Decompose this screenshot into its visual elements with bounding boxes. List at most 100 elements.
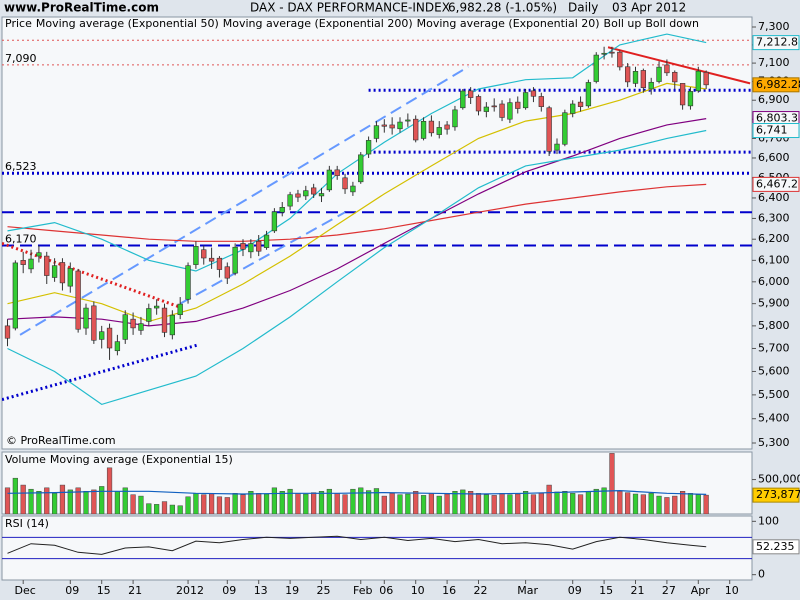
- volume-bar: [436, 495, 442, 514]
- candle-body: [389, 124, 395, 129]
- candle-body: [318, 193, 325, 197]
- x-tick-label: Dec: [15, 584, 36, 597]
- volume-bar: [632, 493, 639, 514]
- y-tick-label: 5,800: [758, 319, 790, 332]
- candle-body: [201, 249, 207, 259]
- volume-bar: [12, 477, 18, 514]
- candle-body: [279, 207, 285, 213]
- x-tick-label: 10: [725, 584, 739, 597]
- y-tick-label: 5,300: [758, 436, 790, 449]
- x-tick-label: 16: [442, 584, 456, 597]
- volume-bar: [664, 497, 670, 514]
- volume-bar: [381, 495, 387, 514]
- volume-bar: [679, 491, 686, 514]
- volume-bar: [99, 486, 105, 514]
- x-tick-label: 21: [631, 584, 645, 597]
- volume-bar: [122, 487, 128, 514]
- last-value-box: [752, 539, 800, 555]
- volume-bar: [177, 505, 183, 514]
- candle-body: [483, 106, 490, 112]
- volume-bar: [4, 487, 11, 514]
- last-value-box: [752, 487, 800, 503]
- volume-bar: [256, 493, 262, 514]
- volume-bar: [358, 487, 364, 514]
- last-value-label: 6,982.28: [756, 78, 800, 91]
- volume-bar: [499, 493, 505, 514]
- candle-body: [177, 303, 183, 316]
- last-value-label: 6,741: [756, 124, 788, 137]
- volume-bar: [585, 491, 592, 514]
- candle-body: [185, 265, 191, 300]
- y-tick-label: 5,900: [758, 297, 790, 310]
- candle-body: [326, 169, 333, 191]
- volume-bar: [326, 488, 332, 514]
- volume-bar: [491, 495, 497, 514]
- candle-body: [303, 190, 309, 197]
- volume-bar: [515, 493, 521, 514]
- volume-bar: [91, 489, 97, 514]
- x-tick-label: 06: [379, 584, 393, 597]
- candle-body: [530, 90, 537, 97]
- volume-bar: [248, 491, 254, 514]
- y-tick-label: 6,100: [758, 253, 790, 266]
- volume-bar: [703, 494, 709, 514]
- candle-body: [499, 103, 505, 118]
- volume-bar: [593, 488, 599, 514]
- volume-bar: [452, 491, 458, 514]
- volume-bar: [695, 494, 701, 514]
- volume-bar: [365, 490, 372, 514]
- candle-body: [570, 103, 576, 114]
- legend-entry: Boll down: [645, 17, 699, 30]
- candle-body: [36, 252, 42, 257]
- candle-body: [334, 169, 340, 176]
- volume-bar: [342, 494, 348, 514]
- candle-body: [365, 140, 372, 155]
- candle-body: [554, 143, 560, 151]
- volume-bar: [648, 493, 654, 514]
- volume-bar: [546, 484, 552, 514]
- volume-bar: [279, 491, 285, 514]
- volume-bar: [161, 501, 168, 514]
- volume-bar: [413, 491, 419, 514]
- x-tick-label: 25: [316, 584, 330, 597]
- volume-bar: [318, 491, 325, 514]
- candle-body: [397, 121, 403, 130]
- volume-bar: [146, 503, 152, 514]
- x-tick-label: 10: [411, 584, 425, 597]
- x-tick-label: Mar: [517, 584, 538, 597]
- candle-body: [146, 308, 152, 322]
- volume-bar: [656, 495, 662, 514]
- candle-body: [216, 257, 223, 270]
- volume-bar: [570, 493, 576, 514]
- y-tick-label: 5,500: [758, 388, 790, 401]
- candle-body: [679, 83, 686, 106]
- volume-bar: [672, 495, 678, 514]
- x-tick-label: 27: [662, 584, 676, 597]
- last-value-label: 7,212.8: [756, 36, 798, 49]
- x-tick-label: Apr: [691, 584, 711, 597]
- candle-body: [240, 243, 246, 250]
- volume-bar: [271, 487, 278, 514]
- volume-bar: [625, 492, 631, 514]
- volume-bar: [522, 491, 529, 514]
- y-tick-label: 0: [758, 568, 765, 581]
- candle-body: [632, 71, 639, 84]
- candle-body: [350, 185, 356, 193]
- candle-body: [99, 331, 105, 340]
- volume-bar: [303, 493, 309, 514]
- volume-bar: [562, 491, 568, 514]
- x-tick-label: 09: [568, 584, 582, 597]
- x-tick-label: 19: [285, 584, 299, 597]
- candle-body: [452, 109, 458, 128]
- x-tick-label: 15: [599, 584, 613, 597]
- y-tick-label: 6,900: [758, 93, 790, 106]
- candle-body: [538, 96, 544, 107]
- candle-body: [562, 112, 568, 145]
- last-value-box: [752, 77, 800, 93]
- candle-body: [640, 70, 647, 88]
- volume-bar: [507, 494, 513, 514]
- volume-bar: [185, 496, 191, 514]
- candle-body: [295, 193, 301, 198]
- volume-bar: [373, 488, 380, 514]
